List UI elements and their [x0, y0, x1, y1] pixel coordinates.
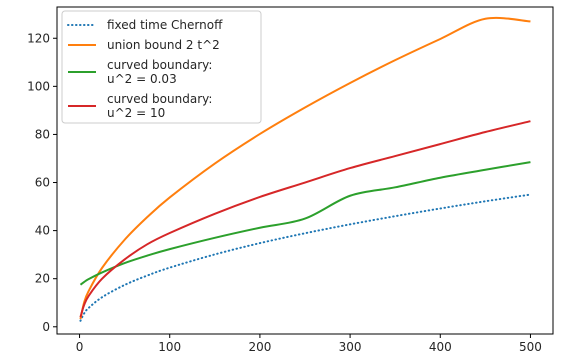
x-tick-label: 500 [519, 340, 542, 354]
axes-layer: 0 100 200 300 400 500 0 20 40 60 80 100 120 [27, 6, 554, 354]
legend-entry-3: curved boundary:u^2 = 0.03 [68, 58, 212, 86]
y-tick-label: 20 [35, 272, 50, 286]
y-tick-label: 120 [27, 31, 50, 45]
y-tick-label: 100 [27, 79, 50, 93]
x-tick-label: 0 [76, 340, 84, 354]
legend: fixed time Chernoff union bound 2 t^2 curv… [61, 10, 262, 124]
legend-label: union bound 2 t^2 [107, 38, 220, 52]
series-line-1 [79, 193, 532, 322]
x-tick-label: 200 [248, 340, 271, 354]
legend-box [61, 10, 262, 124]
legend-entry-2: union bound 2 t^2 [68, 38, 220, 52]
series-line-4 [79, 120, 531, 318]
y-tick-label: 60 [35, 176, 50, 190]
x-tick-label: 300 [339, 340, 362, 354]
legend-label: fixed time Chernoff [107, 18, 223, 32]
legend-label: curved boundary: [107, 58, 212, 72]
series-line-3 [79, 161, 531, 286]
x-tick-label: 400 [429, 340, 452, 354]
series-layer [79, 16, 532, 322]
x-tick-label: 100 [158, 340, 181, 354]
plot-frame [56, 6, 554, 335]
legend-label: curved boundary: [107, 92, 212, 106]
series-line-2 [79, 16, 531, 320]
legend-label: u^2 = 10 [107, 106, 165, 120]
y-tick-label: 40 [35, 224, 50, 238]
y-tick-label: 0 [42, 320, 50, 334]
y-tick-label: 80 [35, 127, 50, 141]
legend-entry-4: curved boundary:u^2 = 10 [68, 92, 212, 120]
legend-entry-1: fixed time Chernoff [67, 18, 223, 32]
legend-label: u^2 = 0.03 [107, 72, 177, 86]
